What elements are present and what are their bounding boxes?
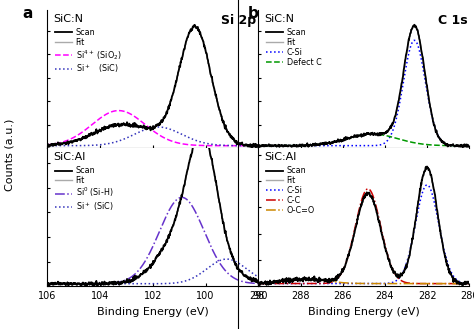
Text: Si 2p: Si 2p <box>221 14 256 27</box>
X-axis label: Binding Energy (eV): Binding Energy (eV) <box>97 307 209 316</box>
Legend: Scan, Fit, Si$^0$ (Si-H), Si$^+$ (SiC): Scan, Fit, Si$^0$ (Si-H), Si$^+$ (SiC) <box>51 163 116 216</box>
Text: SiC:N: SiC:N <box>54 14 84 24</box>
X-axis label: Binding Energy (eV): Binding Energy (eV) <box>308 307 419 316</box>
Text: SiC:Al: SiC:Al <box>54 152 86 162</box>
Legend: Scan, Fit, C-Si, Defect C: Scan, Fit, C-Si, Defect C <box>262 25 325 70</box>
Text: C 1s: C 1s <box>438 14 467 27</box>
Text: SiC:Al: SiC:Al <box>264 152 297 162</box>
Text: a: a <box>22 6 32 21</box>
Text: Counts (a.u.): Counts (a.u.) <box>5 118 15 191</box>
Text: SiC:N: SiC:N <box>264 14 295 24</box>
Legend: Scan, Fit, C-Si, C-C, O-C=O: Scan, Fit, C-Si, C-C, O-C=O <box>262 163 318 218</box>
Text: b: b <box>248 6 259 21</box>
Legend: Scan, Fit, Si$^{4+}$ (SiO$_2$), Si$^+$   (SiC): Scan, Fit, Si$^{4+}$ (SiO$_2$), Si$^+$ (… <box>51 25 125 78</box>
